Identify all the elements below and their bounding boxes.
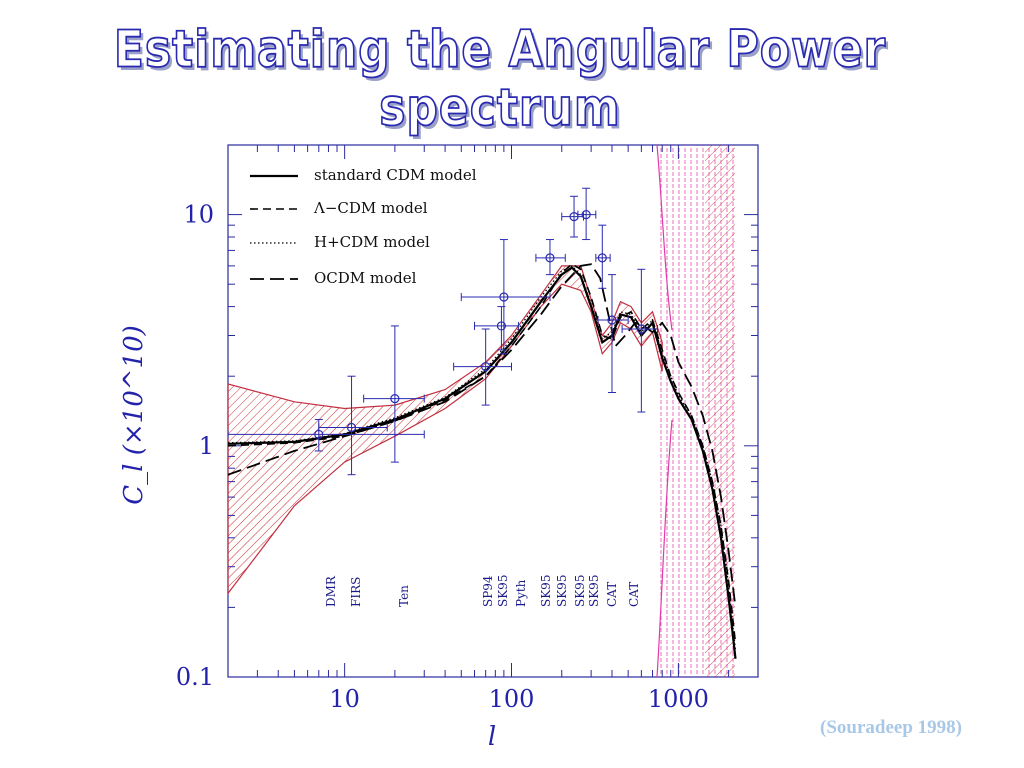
- experiment-label: Pyth: [514, 579, 528, 607]
- data-point: [460, 239, 551, 355]
- experiment-label: DMR: [324, 575, 338, 607]
- data-marker: [597, 253, 607, 263]
- y-tick-label: 1: [199, 432, 214, 460]
- data-point: [597, 274, 629, 394]
- data-marker: [581, 209, 591, 220]
- data-point: [595, 224, 611, 289]
- data-marker: [545, 253, 555, 263]
- y-tick-label: 10: [183, 201, 214, 229]
- x-tick-label: 1000: [648, 685, 709, 713]
- y-axis-title: C_l (×10^10): [119, 325, 149, 505]
- x-tick-label: 100: [489, 685, 535, 713]
- experiment-label: SP94: [481, 575, 495, 607]
- experiment-label: Ten: [397, 585, 411, 607]
- high-l-uncertainty-region: [656, 145, 737, 677]
- series-line-1: [228, 263, 737, 644]
- data-point: [453, 328, 513, 406]
- legend-label-0: standard CDM model: [314, 166, 477, 184]
- legend-label-3: OCDM model: [314, 269, 417, 287]
- slide-title: Estimating the Angular Power spectrum: [113, 19, 887, 138]
- data-point: [577, 187, 597, 241]
- data-marker: [346, 422, 357, 433]
- data-point: [561, 195, 584, 238]
- experiment-label: SK95: [555, 575, 569, 607]
- y-tick-label: 0.1: [176, 663, 214, 691]
- experiment-label: CAT: [605, 582, 619, 607]
- experiment-label: SK95: [539, 575, 553, 607]
- data-point: [318, 375, 388, 476]
- legend-label-2: H+CDM model: [314, 233, 430, 251]
- experiment-label: SK95: [496, 575, 510, 607]
- experiment-label: SK95: [573, 575, 587, 607]
- data-marker: [607, 315, 617, 325]
- data-marker: [481, 362, 491, 372]
- experiment-label: FIRS: [349, 577, 363, 607]
- legend-label-1: Λ−CDM model: [313, 199, 428, 217]
- data-point: [535, 239, 566, 276]
- x-axis-title: l: [488, 722, 496, 752]
- citation: (Souradeep 1998): [820, 717, 962, 738]
- data-point: [621, 268, 659, 413]
- data-marker: [496, 321, 507, 331]
- experiment-label: CAT: [627, 582, 641, 607]
- data-marker: [390, 394, 400, 404]
- chart-legend: standard CDM model Λ−CDM model H+CDM model…: [250, 166, 477, 287]
- series-line-3: [228, 263, 737, 608]
- data-marker: [636, 324, 646, 334]
- data-point: [363, 325, 425, 463]
- data-marker: [499, 292, 509, 302]
- x-tick-label: 10: [329, 685, 360, 713]
- experiment-label: SK95: [587, 575, 601, 607]
